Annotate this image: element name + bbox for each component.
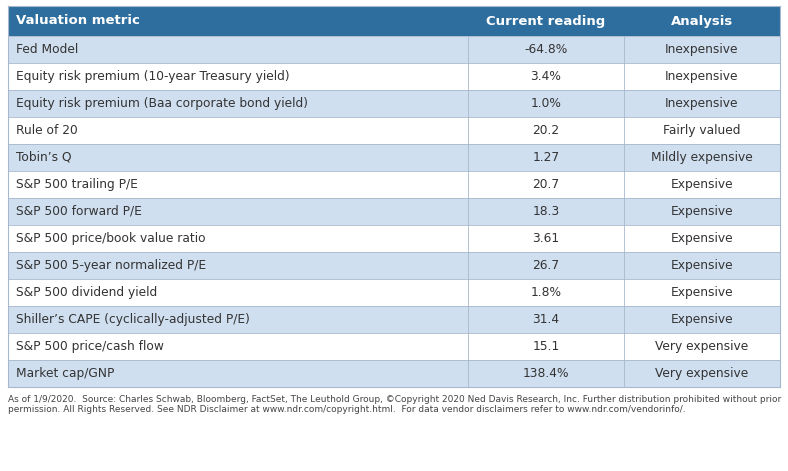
Bar — [8, 225, 780, 252]
Text: Expensive: Expensive — [671, 232, 734, 245]
Text: Inexpensive: Inexpensive — [665, 70, 738, 83]
Text: 20.7: 20.7 — [533, 178, 559, 191]
Text: 26.7: 26.7 — [533, 259, 559, 272]
Text: S&P 500 dividend yield: S&P 500 dividend yield — [16, 286, 158, 299]
Text: As of 1/9/2020.  Source: Charles Schwab, Bloomberg, FactSet, The Leuthold Group,: As of 1/9/2020. Source: Charles Schwab, … — [8, 395, 781, 404]
Text: 1.27: 1.27 — [533, 151, 559, 164]
Text: 31.4: 31.4 — [533, 313, 559, 326]
Text: Rule of 20: Rule of 20 — [16, 124, 78, 137]
Text: S&P 500 trailing P/E: S&P 500 trailing P/E — [16, 178, 138, 191]
Text: Analysis: Analysis — [671, 15, 733, 27]
Text: Expensive: Expensive — [671, 259, 734, 272]
Bar — [8, 36, 780, 63]
Text: Tobin’s Q: Tobin’s Q — [16, 151, 72, 164]
Text: Valuation metric: Valuation metric — [16, 15, 140, 27]
Bar — [8, 333, 780, 360]
Text: Expensive: Expensive — [671, 313, 734, 326]
Text: Equity risk premium (Baa corporate bond yield): Equity risk premium (Baa corporate bond … — [16, 97, 308, 110]
Bar — [8, 252, 780, 279]
Text: Very expensive: Very expensive — [656, 367, 749, 380]
Text: Equity risk premium (10-year Treasury yield): Equity risk premium (10-year Treasury yi… — [16, 70, 290, 83]
Bar — [8, 63, 780, 90]
Bar — [8, 90, 780, 117]
Bar — [8, 360, 780, 387]
Text: 1.0%: 1.0% — [530, 97, 561, 110]
Text: S&P 500 5-year normalized P/E: S&P 500 5-year normalized P/E — [16, 259, 206, 272]
Text: Very expensive: Very expensive — [656, 340, 749, 353]
Bar — [8, 144, 780, 171]
Bar — [8, 279, 780, 306]
Text: 15.1: 15.1 — [533, 340, 559, 353]
Text: 1.8%: 1.8% — [530, 286, 562, 299]
Bar — [8, 171, 780, 198]
Text: Inexpensive: Inexpensive — [665, 43, 738, 56]
Text: S&P 500 price/book value ratio: S&P 500 price/book value ratio — [16, 232, 206, 245]
Text: 20.2: 20.2 — [533, 124, 559, 137]
Text: -64.8%: -64.8% — [524, 43, 567, 56]
Bar — [8, 6, 780, 36]
Text: 3.4%: 3.4% — [530, 70, 561, 83]
Text: Market cap/GNP: Market cap/GNP — [16, 367, 114, 380]
Text: Expensive: Expensive — [671, 205, 734, 218]
Text: S&P 500 forward P/E: S&P 500 forward P/E — [16, 205, 142, 218]
Bar — [8, 198, 780, 225]
Text: Shiller’s CAPE (cyclically-adjusted P/E): Shiller’s CAPE (cyclically-adjusted P/E) — [16, 313, 250, 326]
Text: Expensive: Expensive — [671, 286, 734, 299]
Text: Fairly valued: Fairly valued — [663, 124, 741, 137]
Text: Inexpensive: Inexpensive — [665, 97, 738, 110]
Text: 138.4%: 138.4% — [522, 367, 569, 380]
Bar — [8, 117, 780, 144]
Text: Expensive: Expensive — [671, 178, 734, 191]
Text: Fed Model: Fed Model — [16, 43, 78, 56]
Text: Current reading: Current reading — [486, 15, 606, 27]
Text: 3.61: 3.61 — [533, 232, 559, 245]
Bar — [8, 306, 780, 333]
Text: Mildly expensive: Mildly expensive — [651, 151, 753, 164]
Text: 18.3: 18.3 — [533, 205, 559, 218]
Text: S&P 500 price/cash flow: S&P 500 price/cash flow — [16, 340, 164, 353]
Text: permission. All Rights Reserved. See NDR Disclaimer at www.ndr.com/copyright.htm: permission. All Rights Reserved. See NDR… — [8, 405, 686, 414]
